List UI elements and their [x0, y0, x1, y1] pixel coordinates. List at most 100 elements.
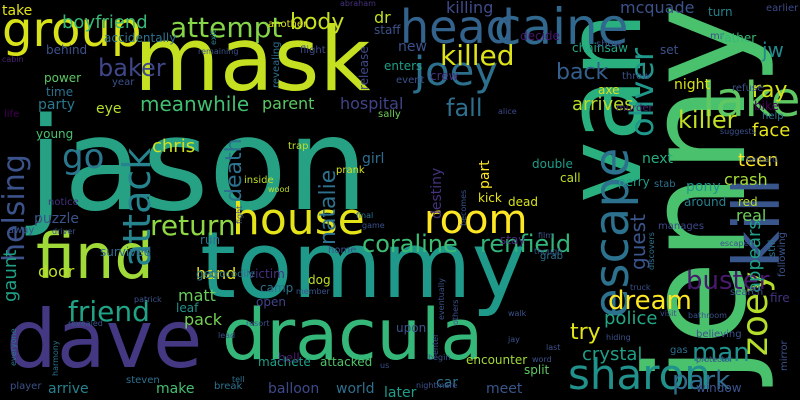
word-gaunt: gaunt	[0, 249, 21, 302]
word-split: split	[524, 363, 550, 377]
word-lake: lake	[702, 72, 800, 128]
word-walk: walk	[508, 309, 527, 318]
word-truck: truck	[630, 283, 651, 292]
word-mcquade: mcquade	[620, 0, 695, 17]
word-crocodile: crocodile	[210, 269, 256, 280]
word-notice: notice	[48, 197, 79, 208]
word-try: try	[570, 320, 601, 345]
word-release: release	[357, 46, 371, 90]
word-killed: killed	[440, 39, 515, 72]
word-murder: murder	[616, 103, 653, 114]
word-bike: bike	[754, 99, 779, 113]
word-face: face	[752, 120, 791, 141]
word-staff: staff	[374, 23, 401, 37]
word-last: last	[546, 343, 561, 352]
word-axe: axe	[598, 83, 620, 97]
word-stay: stay	[500, 233, 526, 247]
word-door: door	[38, 262, 75, 281]
word-machete: machete	[258, 355, 311, 369]
word-leaf: leaf	[176, 301, 199, 315]
word-others: others	[451, 299, 460, 325]
word-turn: turn	[708, 5, 733, 19]
word-back: back	[556, 60, 609, 85]
word-later: later	[384, 385, 417, 400]
word-kick: kick	[478, 191, 502, 205]
word-car: car	[436, 375, 459, 391]
word-begin: begin	[428, 353, 451, 362]
word-real: real	[736, 206, 767, 225]
word-open: open	[256, 295, 286, 309]
word-double: double	[532, 157, 573, 171]
word-guest: guest	[626, 214, 650, 270]
word-year: year	[112, 77, 135, 88]
word-player: player	[10, 381, 42, 392]
word-group: group	[2, 2, 142, 58]
word-boyfriend: boyfriend	[62, 12, 148, 33]
word-find: find	[36, 220, 154, 293]
word-stab: stab	[654, 179, 676, 190]
word-attacked: attacked	[320, 355, 373, 369]
word-next: next	[642, 151, 674, 167]
word-police: police	[604, 308, 658, 329]
word-hospital: hospital	[340, 94, 404, 113]
word-appears: appears	[744, 220, 765, 293]
word-night: night	[674, 77, 711, 93]
word-cabin: cabin	[2, 55, 24, 64]
word-suggests: suggests	[720, 127, 756, 136]
word-steven: steven	[126, 375, 160, 386]
word-break: break	[214, 381, 243, 392]
word-red: red	[738, 195, 758, 209]
word-fight: fight	[235, 205, 244, 224]
word-wood: wood	[268, 185, 290, 194]
word-natalie: natalie	[316, 169, 341, 245]
word-friend: friend	[68, 295, 150, 328]
word-killing: killing	[446, 0, 494, 17]
word-lead: lead	[218, 331, 236, 340]
word-inside: inside	[244, 175, 274, 186]
word-call: call	[560, 171, 581, 185]
word-set: set	[660, 43, 679, 57]
word-driver: driver	[52, 227, 76, 236]
word-party: party	[38, 97, 75, 113]
word-hell: hell	[278, 351, 300, 365]
word-crew: crew	[430, 69, 459, 83]
word-new: new	[398, 39, 427, 55]
word-protector: protector	[696, 355, 733, 364]
word-enters: enters	[384, 59, 423, 73]
word-tell: tell	[232, 375, 245, 384]
word-puzzle: puzzle	[34, 211, 79, 227]
word-arrives: arrives	[572, 94, 634, 115]
word-young: young	[36, 127, 74, 141]
word-parent: parent	[262, 94, 315, 113]
word-another: another	[268, 19, 308, 30]
word-world: world	[336, 381, 375, 397]
word-park: park	[672, 366, 731, 396]
word-patrick: patrick	[134, 295, 162, 304]
word-death: death	[222, 138, 247, 202]
word-chainsaw: chainsaw	[572, 41, 628, 55]
word-return: return	[150, 209, 236, 242]
word-dead: dead	[508, 195, 538, 209]
word-around: around	[684, 195, 727, 209]
word-earlier: earlier	[766, 3, 799, 14]
word-away: away	[8, 225, 35, 236]
word-meanwhile: meanwhile	[140, 92, 250, 116]
word-upon: upon	[396, 321, 427, 335]
word-ray: ray	[752, 78, 788, 103]
word-go: go	[62, 137, 105, 177]
word-decide: decide	[520, 29, 560, 43]
word-film: film	[538, 231, 554, 240]
word-coraline: coraline	[362, 230, 458, 258]
word-sharon: sharon	[568, 350, 711, 399]
word-manages: manages	[658, 221, 705, 232]
word-run: run	[200, 233, 221, 247]
word-fire: fire	[770, 291, 790, 305]
word-behind: behind	[46, 43, 88, 57]
word-victim: victim	[248, 267, 285, 281]
word-crystal: crystal	[582, 344, 643, 365]
word-balloon: balloon	[268, 381, 320, 397]
word-life: life	[4, 109, 20, 120]
word-exit: exit	[209, 30, 218, 45]
word-enter: enter	[431, 333, 440, 355]
word-abraham: abraham	[340, 0, 376, 8]
